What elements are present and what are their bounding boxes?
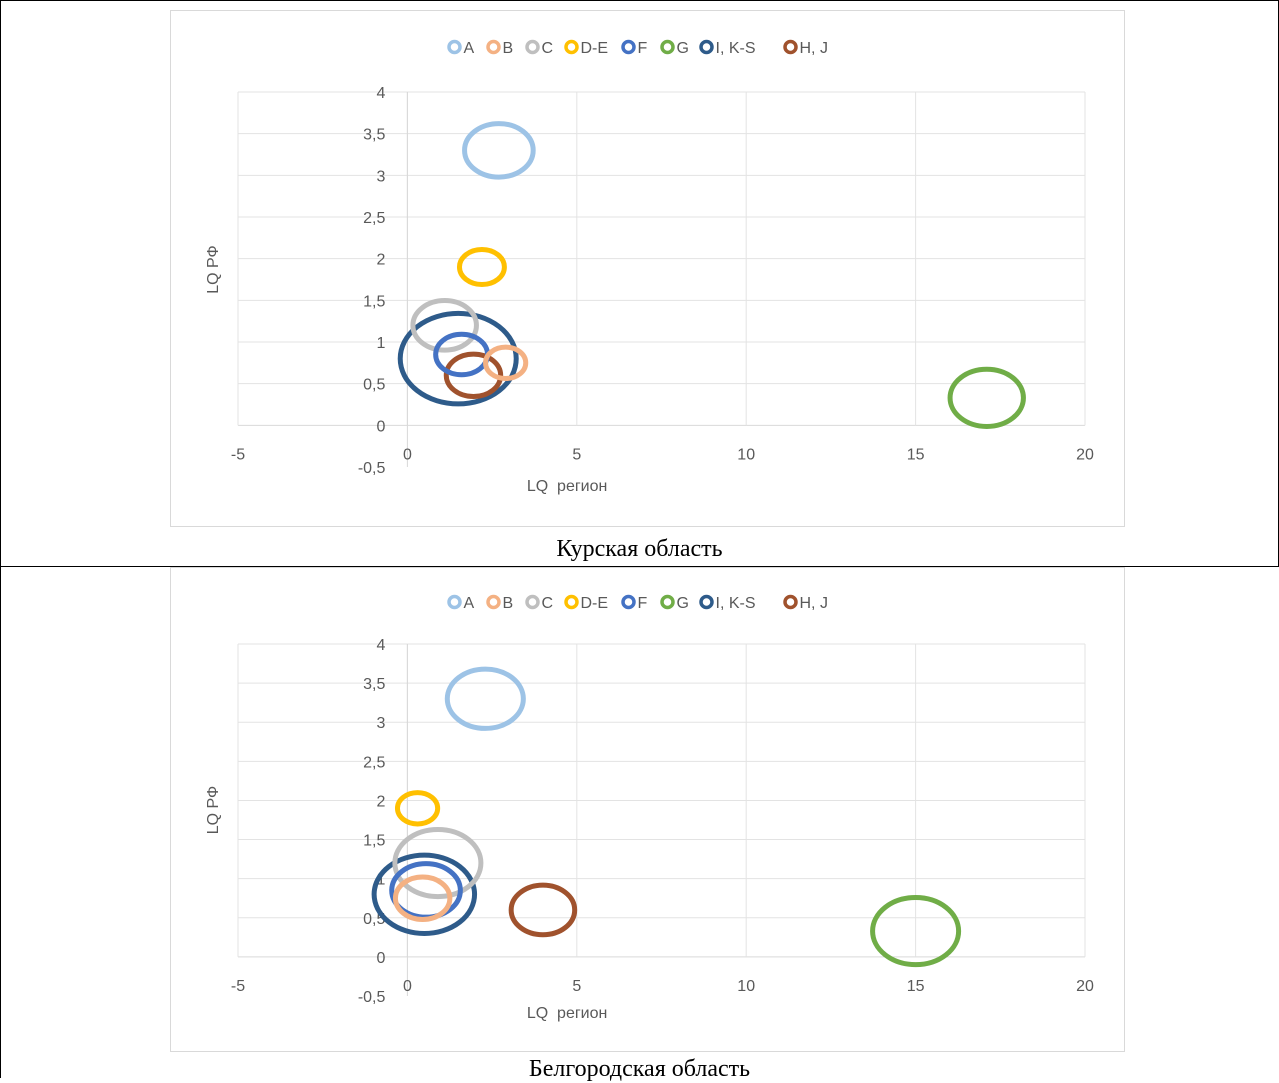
- legend-marker-g: [660, 39, 675, 55]
- x-tick-label: 20: [1076, 978, 1094, 995]
- legend-label: G: [677, 595, 689, 612]
- legend-marker-d-e: [564, 39, 579, 55]
- x-tick-label: 5: [572, 978, 581, 995]
- y-tick-label: 1: [376, 872, 385, 889]
- x-tick-label: -5: [231, 446, 245, 463]
- legend-marker-b: [486, 594, 501, 610]
- legend-label: H, J: [800, 40, 828, 57]
- x-tick-label: 5: [572, 446, 581, 463]
- y-tick-label: 2: [376, 793, 385, 810]
- y-tick-label: 0,5: [363, 377, 385, 394]
- bubble-chart-belgorod: A B C D-E F G I, K-S H, J-0,500,511,522,533,54-…: [205, 594, 1094, 1022]
- bubble-chart-kursk: A B C D-E F G I, K-S H, J -0,5 0 0,5 1 1,5 2 2,5 3 3,5 4 -…: [205, 39, 1094, 495]
- y-tick-label: 0: [376, 950, 385, 967]
- legend-label: C: [542, 595, 554, 612]
- bubble-d-e: [394, 790, 441, 827]
- legend-marker-c: [525, 39, 540, 55]
- legend-label: B: [503, 595, 514, 612]
- legend-label: A: [464, 40, 475, 57]
- x-tick-label: 10: [737, 446, 755, 463]
- legend-marker-f: [621, 39, 636, 55]
- y-tick-label: -0,5: [358, 989, 386, 1006]
- x-tick-label: 10: [737, 978, 755, 995]
- legend-marker-i-k-s: [699, 39, 714, 55]
- legend-label: H, J: [800, 595, 828, 612]
- bubbles: [397, 121, 1026, 429]
- legend-label: F: [638, 595, 648, 612]
- y-tick-label: 3,5: [363, 676, 385, 693]
- legend-label: I, K-S: [716, 40, 756, 57]
- bubble-g: [870, 895, 962, 968]
- y-tick-label: 2,5: [363, 754, 385, 771]
- table-border-middle: [0, 566, 1279, 567]
- legend-label: I, K-S: [716, 595, 756, 612]
- caption-belgorod: Белгородская область: [528, 1056, 751, 1082]
- y-tick-label: 1,5: [363, 833, 385, 850]
- legend-marker-f: [621, 594, 636, 610]
- y-tick-label: 1,5: [363, 293, 385, 310]
- bubbles: [371, 666, 962, 968]
- legend-label: A: [464, 595, 475, 612]
- legend-marker-d-e: [564, 594, 579, 610]
- legend-marker-a: [447, 594, 462, 610]
- table-border-left: [0, 0, 1, 1078]
- legend: A B C D-E F G I, K-S H, J: [447, 39, 828, 57]
- y-tick-label: 1: [376, 335, 385, 352]
- legend-marker-h-j: [783, 39, 798, 55]
- x-axis-title: LQ регион: [527, 478, 608, 495]
- x-tick-label: 0: [403, 978, 412, 995]
- bubble-a: [462, 121, 536, 180]
- x-tick-label: -5: [231, 978, 245, 995]
- legend-marker-i-k-s: [699, 594, 714, 610]
- bubble-c: [392, 826, 484, 900]
- x-tick-label: 0: [403, 446, 412, 463]
- bubble-g: [947, 366, 1026, 429]
- bubble-c: [410, 298, 479, 353]
- chart-frame-belgorod: A B C D-E F G I, K-S H, J -0,5 0 0,5 1 1,5 2 2,5 3 3,5 4-…: [170, 567, 1125, 1052]
- x-axis-title: LQ регион: [527, 1005, 608, 1022]
- bubble-a: [444, 666, 526, 731]
- bubble-b: [392, 874, 453, 922]
- bubble-d-e: [456, 246, 507, 288]
- y-axis-title: LQ РФ: [205, 786, 222, 834]
- bubble-b: [483, 344, 529, 382]
- y-tick-label: 3: [376, 168, 385, 185]
- x-tick-label: 20: [1076, 446, 1094, 463]
- legend-label: C: [542, 40, 554, 57]
- legend-marker-h-j: [783, 594, 798, 610]
- legend-label: F: [638, 40, 648, 57]
- y-tick-label: 4: [376, 637, 385, 654]
- legend-marker-b: [486, 39, 501, 55]
- y-tick-label: -0,5: [358, 460, 386, 477]
- y-tick-label: 0: [376, 418, 385, 435]
- legend: A B C D-E F G I, K-S H, J: [447, 594, 828, 612]
- legend-label: D-E: [581, 40, 609, 57]
- legend-label: D-E: [581, 595, 609, 612]
- x-tick-label: 15: [907, 978, 925, 995]
- legend-label: G: [677, 40, 689, 57]
- y-axis-title: LQ РФ: [205, 245, 222, 293]
- y-tick-label: 3: [376, 715, 385, 732]
- caption-kursk: Курская область: [556, 536, 723, 562]
- y-tick-label: 3,5: [363, 127, 385, 144]
- x-tick-label: 15: [907, 446, 925, 463]
- bubble-i-k-s: [371, 852, 478, 936]
- bubble-h-j: [443, 351, 504, 400]
- y-tick-label: 2,5: [363, 210, 385, 227]
- bubble-h-j: [508, 882, 578, 938]
- chart-frame-kursk: A B C D-E F G I, K-S H, J -0,5 0 0,5 1 1,5 2 2,5 3 3,5 4 -…: [170, 10, 1125, 527]
- legend-marker-c: [525, 594, 540, 610]
- legend-label: B: [503, 40, 514, 57]
- table-border-top: [0, 0, 1279, 1]
- bubble-i-k-s: [397, 310, 519, 407]
- legend-marker-a: [447, 39, 462, 55]
- legend-marker-g: [660, 594, 675, 610]
- y-tick-label: 4: [376, 85, 385, 102]
- y-tick-label: 2: [376, 252, 385, 269]
